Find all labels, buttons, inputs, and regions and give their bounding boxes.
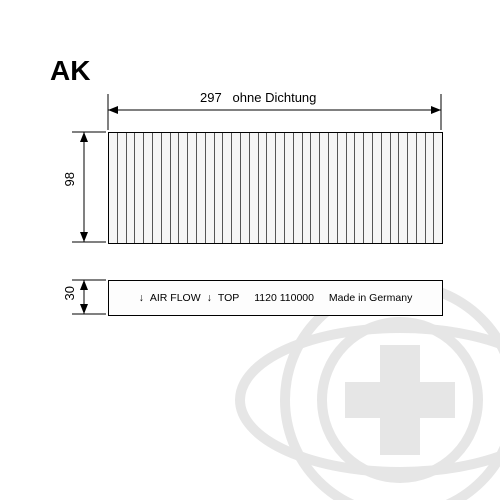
origin-label: Made in Germany (329, 292, 412, 304)
dim-lines (0, 0, 500, 500)
dim-height-value: 98 (62, 172, 77, 186)
filter-top-view (108, 132, 443, 244)
part-number: 1120 110000 (254, 292, 314, 304)
top-label: TOP (218, 292, 239, 304)
filter-side-view: ↓ AIR FLOW ↓ TOP 1120 110000 Made in Ger… (108, 280, 443, 316)
arrow-down-icon: ↓ (139, 292, 144, 304)
drawing-canvas: AK 297 ohne Dichtung 98 30 ↓ AIR FLO (0, 0, 500, 500)
air-flow-label: AIR FLOW (150, 292, 201, 304)
dim-width-value: 297 (200, 90, 222, 105)
filter-pleats (109, 133, 442, 243)
dim-width-note: ohne Dichtung (233, 90, 317, 105)
arrow-down-icon: ↓ (207, 292, 212, 304)
dim-width-label: 297 ohne Dichtung (200, 90, 316, 105)
dim-thick-value: 30 (62, 286, 77, 300)
